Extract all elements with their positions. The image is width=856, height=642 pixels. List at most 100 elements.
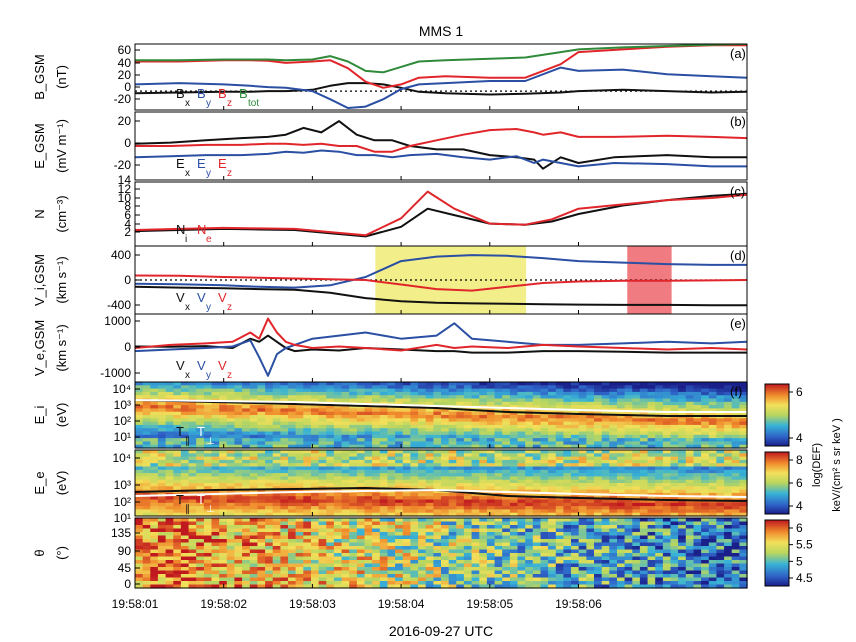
heatmap-cell xyxy=(601,438,610,442)
heatmap-cell xyxy=(563,456,572,461)
heatmap-cell xyxy=(303,441,312,446)
heatmap-cell xyxy=(226,509,236,514)
heatmap-cell xyxy=(265,560,274,565)
heatmap-cell xyxy=(448,421,457,426)
heatmap-cell xyxy=(249,521,259,526)
heatmap-cell xyxy=(716,528,725,533)
heatmap-cell xyxy=(372,525,381,530)
heatmap-cell xyxy=(180,502,190,507)
heatmap-cell xyxy=(685,512,695,517)
heatmap-cell xyxy=(257,450,266,454)
heatmap-cell xyxy=(311,553,320,558)
heatmap-cell xyxy=(655,424,664,429)
y-axis-label-d: V_i,GSM (km s⁻¹) xyxy=(32,254,69,306)
heatmap-cell xyxy=(372,441,381,446)
heatmap-cell xyxy=(418,584,427,589)
heatmap-cell xyxy=(456,502,465,507)
heatmap-cell xyxy=(364,476,373,481)
heatmap-cell xyxy=(441,584,450,589)
heatmap-cell xyxy=(135,512,144,517)
heatmap-cell xyxy=(601,463,610,468)
heatmap-cell xyxy=(540,509,549,514)
heatmap-cell xyxy=(418,570,427,575)
heatmap-cell xyxy=(288,395,297,400)
heatmap-cell xyxy=(548,473,557,477)
y-axis-unit-text: (km s⁻¹) xyxy=(54,256,69,303)
heatmap-cell xyxy=(739,428,748,433)
heatmap-cell xyxy=(724,535,733,540)
heatmap-cell xyxy=(517,574,526,579)
heatmap-cell xyxy=(364,444,373,449)
heatmap-cell xyxy=(578,444,587,449)
heatmap-cell xyxy=(173,574,182,579)
heatmap-cell xyxy=(463,388,473,393)
heatmap-cell xyxy=(647,496,656,501)
heatmap-cell xyxy=(402,466,412,471)
heatmap-cell xyxy=(379,466,389,471)
heatmap-cell xyxy=(693,391,702,396)
heatmap-cell xyxy=(395,411,404,416)
heatmap-cell xyxy=(479,441,488,446)
heatmap-cell xyxy=(548,532,557,537)
heatmap-cell xyxy=(349,428,358,433)
heatmap-cell xyxy=(219,408,228,413)
heatmap-cell xyxy=(265,499,274,504)
heatmap-cell xyxy=(685,466,695,471)
heatmap-cell xyxy=(379,574,389,579)
heatmap-cell xyxy=(509,563,519,568)
heatmap-cell xyxy=(341,479,350,484)
heatmap-cell xyxy=(372,453,381,458)
heatmap-cell xyxy=(418,463,427,468)
heatmap-cell xyxy=(540,391,549,396)
heatmap-cell xyxy=(257,574,266,579)
heatmap-cell xyxy=(180,438,190,442)
heatmap-cell xyxy=(509,525,519,530)
heatmap-cell xyxy=(135,509,144,514)
heatmap-cell xyxy=(639,456,649,461)
heatmap-cell xyxy=(647,385,656,390)
heatmap-cell xyxy=(188,528,197,533)
heatmap-cell xyxy=(471,546,480,551)
heatmap-cell xyxy=(265,556,274,561)
heatmap-cell xyxy=(586,444,595,449)
heatmap-cell xyxy=(609,424,618,429)
heatmap-cell xyxy=(586,577,595,582)
heatmap-cell xyxy=(387,584,396,589)
heatmap-cell xyxy=(708,553,718,558)
heatmap-cell xyxy=(418,401,427,406)
heatmap-cell xyxy=(555,499,565,504)
heatmap-cell xyxy=(326,444,335,449)
heatmap-cell xyxy=(288,441,297,446)
heatmap-cell xyxy=(540,506,549,510)
heatmap-cell xyxy=(617,502,626,507)
heatmap-cell xyxy=(693,483,702,487)
heatmap-cell xyxy=(693,395,702,400)
heatmap-cell xyxy=(662,528,672,533)
heatmap-cell xyxy=(617,382,626,386)
heatmap-cell xyxy=(410,424,419,429)
heatmap-cell xyxy=(502,563,511,568)
heatmap-cell xyxy=(655,509,664,514)
heatmap-cell xyxy=(349,563,358,568)
heatmap-cell xyxy=(662,395,672,400)
heatmap-cell xyxy=(486,456,496,461)
heatmap-cell xyxy=(639,506,649,510)
heatmap-cell xyxy=(540,438,549,442)
heatmap-cell xyxy=(356,479,366,484)
heatmap-cell xyxy=(341,556,350,561)
heatmap-cell xyxy=(379,434,389,439)
heatmap-cell xyxy=(326,434,335,439)
heatmap-cell xyxy=(196,388,205,393)
heatmap-cell xyxy=(525,405,534,409)
heatmap-cell xyxy=(402,421,412,426)
heatmap-cell xyxy=(502,539,511,544)
heatmap-cell xyxy=(425,574,434,579)
heatmap-cell xyxy=(655,553,664,558)
heatmap-cell xyxy=(226,408,236,413)
heatmap-cell xyxy=(196,424,205,429)
heatmap-cell xyxy=(188,476,197,481)
heatmap-cell xyxy=(448,424,457,429)
heatmap-cell xyxy=(586,512,595,517)
heatmap-cell xyxy=(716,483,725,487)
heatmap-cell xyxy=(571,556,580,561)
